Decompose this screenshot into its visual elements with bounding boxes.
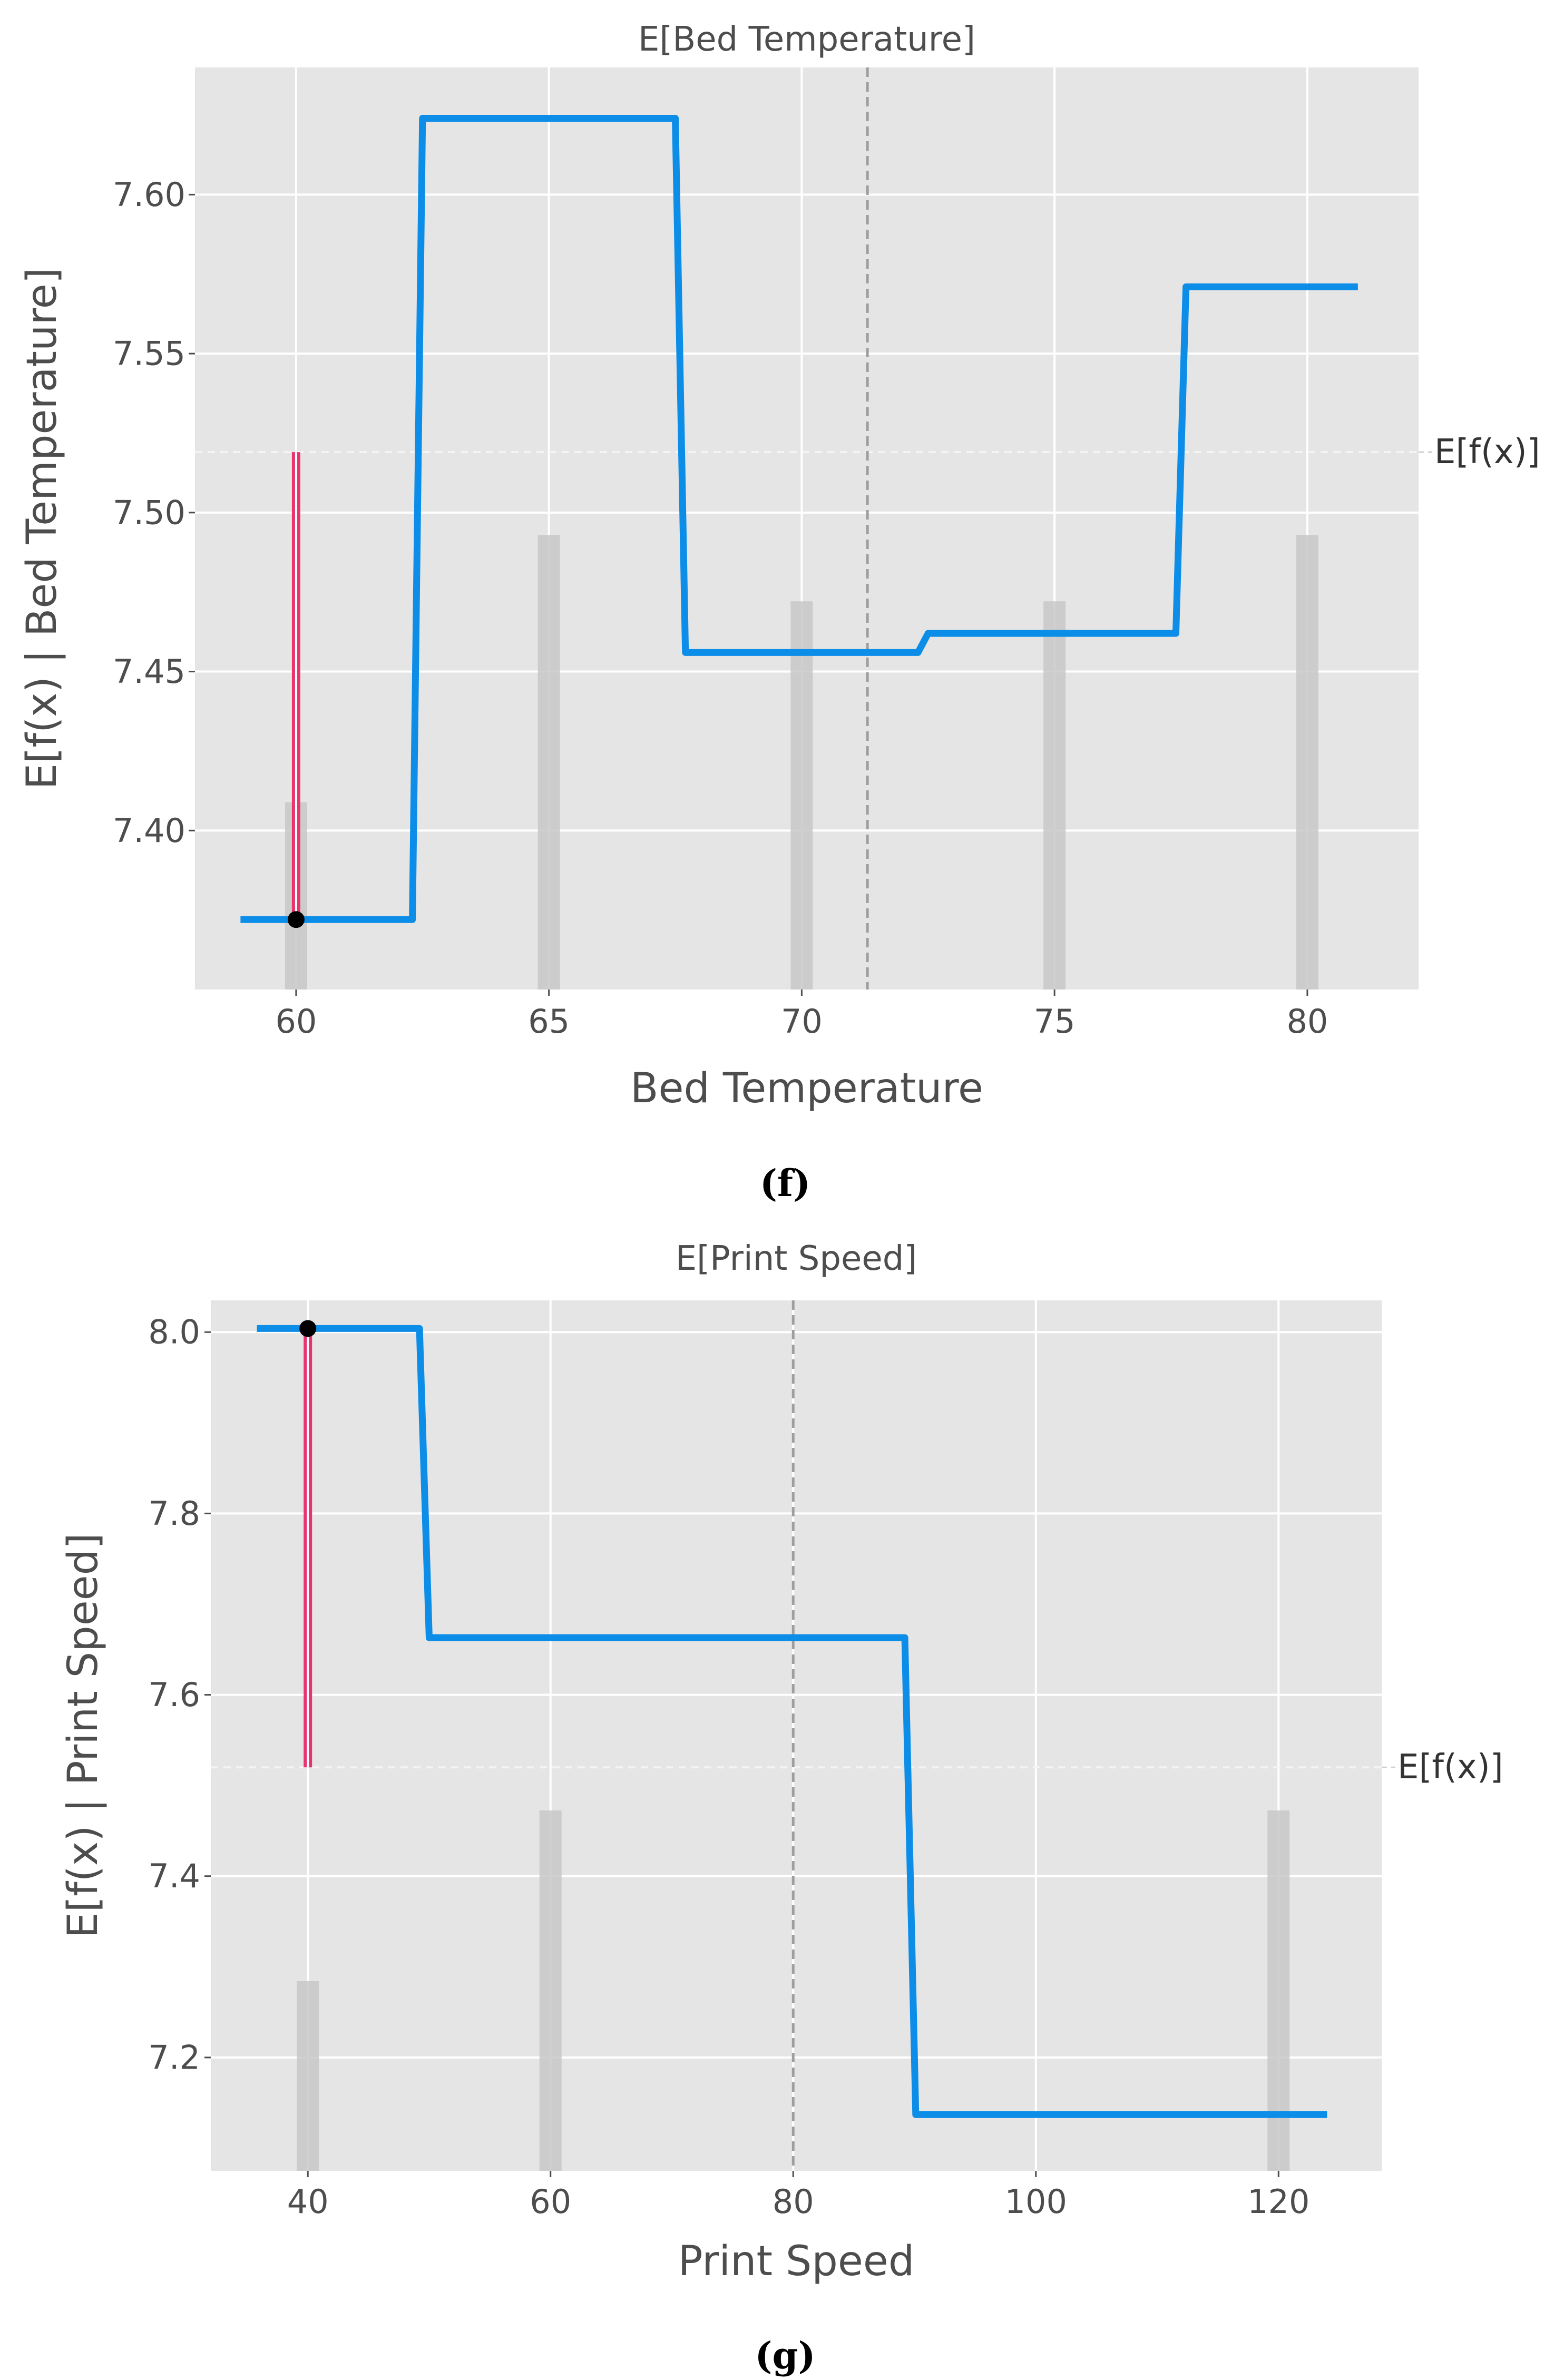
expected-value-label: E[f(x)] bbox=[1434, 433, 1540, 472]
x-tick-label: 100 bbox=[1005, 2182, 1067, 2221]
x-tick-label: 60 bbox=[530, 2182, 571, 2221]
histogram bbox=[285, 535, 1318, 990]
y-tick-label: 7.2 bbox=[148, 2038, 200, 2077]
y-axis-label: E[f(x) | Bed Temperature] bbox=[18, 268, 66, 789]
histogram-bar bbox=[1296, 535, 1318, 990]
chart-title: E[Bed Temperature] bbox=[638, 20, 975, 59]
y-tick-label: 7.8 bbox=[148, 1494, 200, 1533]
histogram-bar bbox=[790, 601, 813, 990]
y-tick-label: 7.50 bbox=[113, 493, 185, 532]
y-tick-label: 7.55 bbox=[113, 335, 185, 373]
sample-contribution-bar-center bbox=[307, 1328, 309, 1768]
dependence-line bbox=[257, 1325, 1327, 2118]
chart-title: E[Print Speed] bbox=[676, 1239, 917, 1278]
x-tick-labels: 60 65 70 75 80 bbox=[275, 990, 1328, 1041]
sample-point bbox=[299, 1320, 317, 1337]
y-tick-label: 7.4 bbox=[148, 1857, 200, 1895]
sample-point bbox=[287, 911, 305, 928]
y-tick-labels: 7.2 7.4 7.6 7.8 8.0 bbox=[148, 1313, 211, 2077]
plot-area bbox=[211, 1300, 1382, 2171]
y-axis-label: E[f(x) | Print Speed] bbox=[60, 1533, 107, 1938]
x-tick-label: 80 bbox=[773, 2182, 814, 2221]
x-tick-label: 80 bbox=[1286, 1002, 1328, 1041]
x-axis-label: Print Speed bbox=[678, 2238, 915, 2285]
histogram-bar bbox=[297, 1981, 319, 2171]
y-tick-labels: 7.40 7.45 7.50 7.55 7.60 bbox=[113, 175, 195, 850]
x-tick-label: 120 bbox=[1247, 2182, 1309, 2221]
histogram-bar bbox=[539, 1810, 562, 2171]
series-marks bbox=[257, 1320, 1327, 2118]
x-tick-label: 40 bbox=[287, 2182, 329, 2221]
x-tick-label: 75 bbox=[1034, 1002, 1076, 1041]
histogram bbox=[297, 1810, 1290, 2171]
expected-value-label: E[f(x)] bbox=[1397, 1748, 1503, 1787]
histogram-bar bbox=[1043, 601, 1066, 990]
sample-contribution-bar-center bbox=[295, 452, 297, 920]
panel-caption: (g) bbox=[755, 2334, 815, 2377]
y-tick-label: 7.40 bbox=[113, 811, 185, 850]
x-axis-label: Bed Temperature bbox=[630, 1065, 983, 1112]
x-tick-label: 65 bbox=[528, 1002, 570, 1041]
reference-lines bbox=[211, 1300, 1395, 2171]
panel-caption: (f) bbox=[760, 1161, 810, 1205]
chart-print-speed: 40 60 80 100 120 7.2 7.4 7.6 7.8 8.0 E[Print Spe… bbox=[60, 1239, 1503, 2377]
histogram-bar bbox=[1267, 1810, 1290, 2171]
x-tick-label: 70 bbox=[781, 1002, 823, 1041]
y-tick-label: 7.60 bbox=[113, 175, 185, 214]
series-marks bbox=[240, 115, 1358, 928]
y-tick-label: 7.6 bbox=[148, 1676, 200, 1714]
reference-lines bbox=[195, 67, 1432, 990]
chart-bed-temperature: 60 65 70 75 80 7.40 7.45 7.50 7.55 7.60 E[Bed Te… bbox=[18, 20, 1540, 1205]
y-tick-label: 7.45 bbox=[113, 652, 185, 691]
x-tick-labels: 40 60 80 100 120 bbox=[287, 2171, 1309, 2221]
x-tick-label: 60 bbox=[275, 1002, 317, 1041]
histogram-bar bbox=[537, 535, 560, 990]
dependence-line bbox=[240, 115, 1358, 923]
y-tick-label: 8.0 bbox=[148, 1313, 200, 1351]
